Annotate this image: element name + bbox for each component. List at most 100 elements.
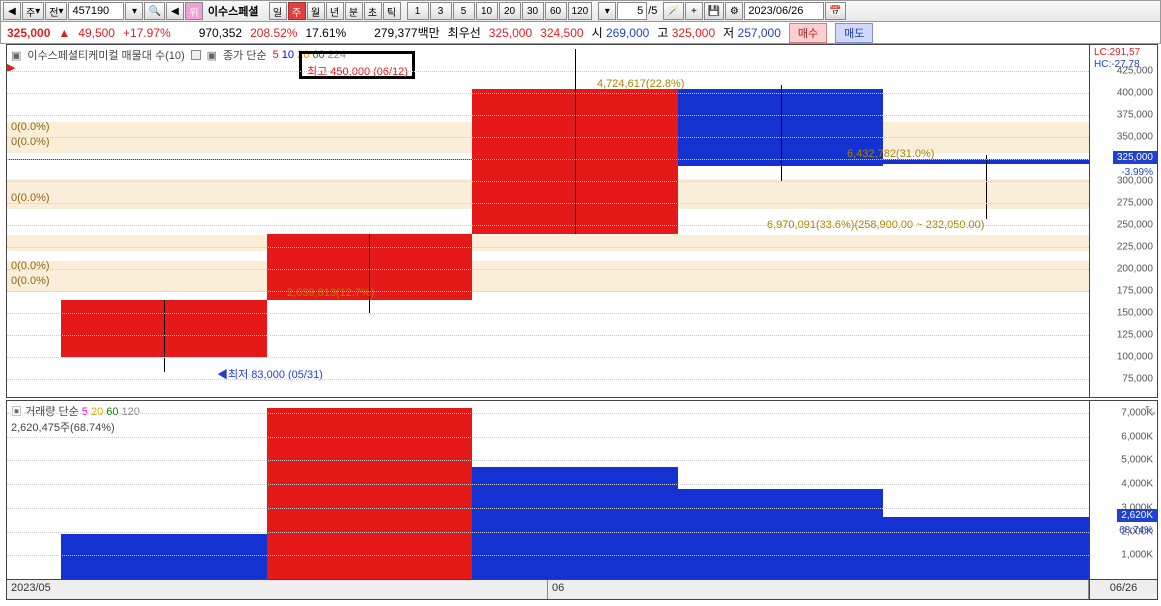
chart-annotation: 4,724,617(22.8%) — [597, 78, 684, 90]
current-volume-badge: 2,620K — [1117, 509, 1157, 522]
wi-button[interactable]: 위 — [185, 2, 203, 20]
code-dropdown-icon[interactable]: ▾ — [125, 2, 143, 20]
period-btn-초[interactable]: 초 — [364, 2, 382, 20]
price-ytick: 400,000 — [1117, 88, 1153, 99]
interval-btn-120[interactable]: 120 — [568, 2, 593, 20]
chart-annotation: 6,432,782(31.0%) — [847, 148, 934, 160]
lc-label: LC:291,57 — [1094, 47, 1140, 58]
bid-price: 324,500 — [540, 26, 583, 40]
period-buttons: 일주월년분초틱 — [269, 2, 401, 20]
period-btn-주[interactable]: 주 — [288, 2, 306, 20]
volume-bar — [883, 517, 1089, 579]
period-btn-월[interactable]: 월 — [307, 2, 325, 20]
legend-main: 이수스페셜티케미컬 매물대 수(10) — [27, 47, 184, 63]
period-btn-분[interactable]: 분 — [345, 2, 363, 20]
interval-btn-30[interactable]: 30 — [522, 2, 544, 20]
price-ytick: 75,000 — [1122, 374, 1153, 385]
date-cell: 06 — [548, 580, 1089, 599]
date-input[interactable] — [744, 2, 824, 20]
current-price: 325,000 — [7, 26, 50, 40]
price-ytick: 125,000 — [1117, 330, 1153, 341]
price-ytick: 350,000 — [1117, 132, 1153, 143]
price-ytick: 200,000 — [1117, 264, 1153, 275]
code-back-icon[interactable]: ◀ — [166, 2, 184, 20]
price-ytick: 250,000 — [1117, 220, 1153, 231]
nav-dropdown[interactable]: ▾ — [598, 2, 616, 20]
low-label: 저 — [723, 26, 734, 40]
change-arrow-icon: ▲ — [58, 26, 70, 40]
open-label: 시 — [592, 26, 603, 40]
volume-pct2: 17.61% — [305, 26, 346, 40]
stock-name-label: 이수스페셜 — [204, 3, 263, 19]
jeon-dropdown[interactable]: 전▾ — [45, 2, 67, 20]
open-price: 269,000 — [606, 26, 649, 40]
chart-area: ▣ 이수스페셜티케미컬 매물대 수(10) ▣ 종가 단순 5 10 20 60… — [0, 44, 1161, 604]
search-icon[interactable]: 🔍 — [144, 2, 164, 20]
save-icon[interactable]: 💾 — [704, 2, 724, 20]
price-ytick: 175,000 — [1117, 286, 1153, 297]
expand-icon[interactable]: ⤡ — [1145, 403, 1155, 418]
current-price-badge: 325,000 — [1113, 151, 1157, 164]
price-y-axis: LC:291,57 HC:-27,78 425,000400,000375,00… — [1090, 44, 1158, 398]
date-right-label: 06/26 — [1090, 580, 1158, 600]
calendar-icon[interactable]: 📅 — [825, 2, 845, 20]
chart-annotation: 2,639,813(12.7%) — [287, 287, 374, 299]
trade-amount: 279,377 — [374, 26, 417, 40]
sell-button[interactable]: 매도 — [835, 23, 873, 43]
legend-toggle-1[interactable] — [191, 50, 201, 60]
date-cell: 2023/05 — [7, 580, 548, 599]
price-ytick: 425,000 — [1117, 66, 1153, 77]
interval-btn-60[interactable]: 60 — [545, 2, 567, 20]
buy-button[interactable]: 매수 — [789, 23, 827, 43]
volume-ytick: 4,000K — [1121, 479, 1153, 490]
interval-btn-10[interactable]: 10 — [476, 2, 498, 20]
tool-icon-1[interactable]: 🪄 — [663, 2, 683, 20]
price-legend: ▣ 이수스페셜티케미컬 매물대 수(10) ▣ 종가 단순 5 10 20 60… — [11, 47, 346, 63]
date-axis: 2023/0506 — [6, 580, 1090, 600]
volume-bar — [61, 534, 267, 579]
interval-buttons: 13510203060120 — [407, 2, 593, 20]
interval-btn-20[interactable]: 20 — [499, 2, 521, 20]
priority-label: 최우선 — [448, 24, 481, 41]
interval-btn-5[interactable]: 5 — [453, 2, 475, 20]
change-pct: +17.97% — [123, 26, 171, 40]
period-btn-년[interactable]: 년 — [326, 2, 344, 20]
volume-bar — [678, 489, 884, 579]
nav-count-input[interactable] — [617, 2, 647, 20]
period-btn-틱[interactable]: 틱 — [383, 2, 401, 20]
price-ytick: 225,000 — [1117, 242, 1153, 253]
price-ytick: 275,000 — [1117, 198, 1153, 209]
interval-btn-1[interactable]: 1 — [407, 2, 429, 20]
change-value: 49,500 — [78, 26, 115, 40]
nav-total-label: /5 — [648, 5, 657, 17]
volume-legend: ▣ 거래량 단순 5 20 60 120 2,620,475주(68.74%) — [11, 403, 140, 435]
volume-value: 970,352 — [199, 26, 242, 40]
tool-icon-2[interactable]: + — [685, 2, 703, 20]
volume-y-axis: 7,000K6,000K5,000K4,000K3,000K2,000K1,00… — [1090, 400, 1158, 580]
price-chart[interactable]: ▣ 이수스페셜티케미컬 매물대 수(10) ▣ 종가 단순 5 10 20 60… — [6, 44, 1090, 398]
volume-ytick: 6,000K — [1121, 431, 1153, 442]
legend-ma: 종가 단순 — [223, 47, 267, 63]
top-toolbar: ◀ 주▾ 전▾ ▾ 🔍 ◀ 위 이수스페셜 일주월년분초틱 1351020306… — [0, 0, 1161, 22]
low-price: 257,000 — [738, 26, 781, 40]
stock-code-input[interactable] — [68, 2, 124, 20]
price-ytick: 150,000 — [1117, 308, 1153, 319]
interval-btn-3[interactable]: 3 — [430, 2, 452, 20]
period-btn-일[interactable]: 일 — [269, 2, 287, 20]
high-price: 325,000 — [672, 26, 715, 40]
back-icon[interactable]: ◀ — [3, 2, 21, 20]
amount-unit: 백만 — [418, 26, 440, 40]
gear-icon[interactable]: ⚙ — [725, 2, 743, 20]
ju-dropdown[interactable]: 주▾ — [22, 2, 44, 20]
ask-price: 325,000 — [489, 26, 532, 40]
volume-ytick: 5,000K — [1121, 455, 1153, 466]
volume-ytick: 1,000K — [1121, 550, 1153, 561]
info-bar: 325,000 ▲ 49,500 +17.97% 970,352 208.52%… — [0, 22, 1161, 44]
volume-bar — [267, 408, 473, 579]
high-label: 고 — [657, 26, 668, 40]
volume-chart[interactable]: ▣ 거래량 단순 5 20 60 120 2,620,475주(68.74%) — [6, 400, 1090, 580]
volume-sublabel: 2,620,475주(68.74%) — [11, 419, 140, 435]
price-ytick: 100,000 — [1117, 352, 1153, 363]
price-ytick: 375,000 — [1117, 110, 1153, 121]
volume-pct1: 208.52% — [250, 26, 297, 40]
